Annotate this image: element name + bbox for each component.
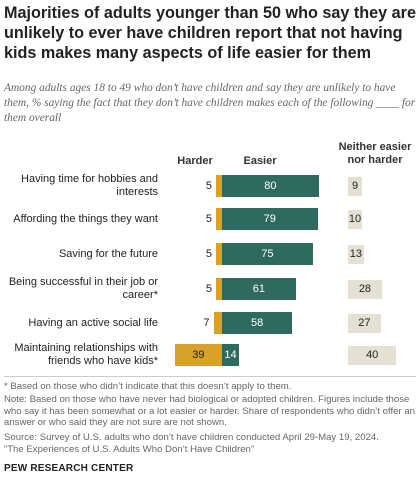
neither-value-box: 10 bbox=[348, 209, 362, 229]
bar-easier bbox=[222, 208, 318, 230]
organization: PEW RESEARCH CENTER bbox=[4, 463, 134, 474]
neither-value-box: 28 bbox=[348, 279, 382, 299]
neither-value-box: 40 bbox=[348, 345, 397, 365]
bar-harder bbox=[213, 312, 222, 334]
easier-value-label: 61 bbox=[252, 282, 266, 295]
column-header-harder: Harder bbox=[177, 155, 213, 167]
neither-value-box: 13 bbox=[348, 244, 364, 264]
bar-harder bbox=[174, 344, 222, 366]
row-label: Being successful in their job or career* bbox=[8, 276, 158, 301]
harder-value-label: 7 bbox=[203, 316, 210, 329]
easier-value-label: 80 bbox=[264, 179, 277, 192]
bar-easier bbox=[222, 243, 313, 265]
neither-value-box: 27 bbox=[348, 313, 381, 333]
bar-harder bbox=[215, 243, 222, 265]
easier-value-label: 75 bbox=[261, 247, 274, 260]
bar-easier bbox=[222, 344, 239, 366]
harder-value-label: 5 bbox=[205, 179, 212, 192]
row-label: Saving for the future bbox=[58, 247, 158, 260]
easier-value-label: 79 bbox=[263, 212, 276, 225]
bar-harder bbox=[215, 208, 222, 230]
harder-value-label: 5 bbox=[205, 247, 212, 260]
chart-title: Majorities of adults younger than 50 who… bbox=[4, 4, 416, 62]
easier-value-label: 14 bbox=[224, 348, 237, 361]
footnote: * Based on those who didn’t indicate tha… bbox=[4, 381, 292, 392]
easier-value-label: 58 bbox=[250, 316, 264, 329]
bar-harder bbox=[215, 278, 222, 300]
row-label: Affording the things they want bbox=[13, 212, 158, 225]
bar-easier bbox=[222, 278, 296, 300]
row-label: Having time for hobbies and interests bbox=[21, 173, 158, 198]
bar-easier bbox=[222, 175, 319, 197]
column-header-neither: Neither easier nor harder bbox=[338, 141, 412, 166]
harder-value-label: 5 bbox=[205, 282, 212, 295]
harder-value-label: 5 bbox=[205, 212, 212, 225]
row-label: Maintaining relationships with friends w… bbox=[14, 342, 158, 367]
row-label: Having an active social life bbox=[28, 316, 158, 329]
chart-subtitle: Among adults ages 18 to 49 who don’t hav… bbox=[4, 82, 416, 124]
harder-value-label: 39 bbox=[192, 348, 205, 361]
column-header-easier: Easier bbox=[243, 155, 277, 167]
bar-easier bbox=[222, 312, 293, 334]
report-title: “The Experiences of U.S. Adults Who Don’… bbox=[4, 444, 255, 455]
note: Note: Based on those who have never had … bbox=[4, 394, 415, 429]
notes-divider bbox=[4, 376, 416, 377]
neither-value-box: 9 bbox=[348, 176, 362, 196]
bar-harder bbox=[215, 175, 222, 197]
source: Source: Survey of U.S. adults who don’t … bbox=[4, 432, 379, 443]
